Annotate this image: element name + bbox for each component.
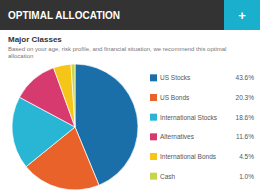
legend-label: US Bonds bbox=[160, 94, 190, 101]
pie bbox=[12, 64, 138, 190]
legend-label: International Stocks bbox=[160, 114, 218, 121]
annotation: + bbox=[238, 8, 246, 23]
legend-value: 1.0% bbox=[239, 173, 254, 180]
header-bar bbox=[0, 0, 260, 30]
title: OPTIMAL ALLOCATION bbox=[8, 10, 120, 21]
chart: OPTIMAL ALLOCATION + Major Classes Based on… bbox=[0, 0, 260, 194]
legend-value: 18.6% bbox=[236, 114, 255, 121]
legend-value: 43.6% bbox=[236, 74, 255, 81]
pie-slice bbox=[54, 64, 75, 127]
pie-slice bbox=[71, 64, 75, 127]
legend-swatch bbox=[150, 114, 157, 121]
legend-swatch bbox=[150, 173, 157, 180]
legend-label: Alternatives bbox=[160, 133, 195, 140]
accent-box bbox=[224, 0, 260, 30]
legend: US Stocks 43.6% US Bonds 20.3% International… bbox=[150, 74, 254, 179]
legend-value: 11.6% bbox=[236, 133, 254, 140]
legend-swatch bbox=[150, 94, 157, 101]
subtitle: Major Classes bbox=[8, 35, 62, 44]
legend-label: International Bonds bbox=[160, 153, 217, 160]
legend-swatch bbox=[150, 74, 157, 81]
description-line: Based on your age, risk profile, and fin… bbox=[8, 46, 226, 52]
legend-value: 4.5% bbox=[239, 153, 254, 160]
legend-swatch bbox=[150, 153, 157, 160]
legend-value: 20.3% bbox=[236, 94, 255, 101]
description-line: allocation bbox=[8, 53, 33, 59]
legend-label: US Stocks bbox=[160, 74, 191, 81]
description: Based on your age, risk profile, and fin… bbox=[8, 46, 226, 59]
legend-swatch bbox=[150, 133, 157, 140]
legend-label: Cash bbox=[160, 173, 176, 180]
